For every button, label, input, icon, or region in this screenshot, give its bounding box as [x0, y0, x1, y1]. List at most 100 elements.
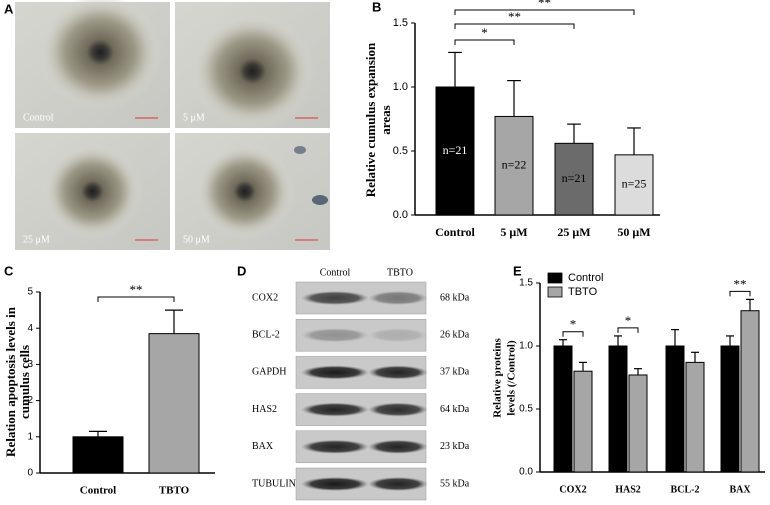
x-tick-label: COX2: [559, 484, 586, 495]
significance-label: **: [508, 9, 521, 24]
y-axis-label: Relation apoptosis levels in: [3, 306, 18, 457]
y-tick-label: 0.5: [519, 404, 533, 415]
significance-label: *: [481, 25, 488, 40]
significance-bracket: [97, 296, 175, 302]
blot-protein: TUBULIN: [252, 478, 296, 489]
bar: [494, 115, 534, 216]
y-axis-label: Relative cumulus expansion: [363, 42, 378, 197]
significance-label: **: [538, 0, 551, 10]
bar: [720, 345, 740, 473]
cumulus-complex: [38, 0, 163, 111]
panel-label: C: [4, 263, 14, 278]
y-axis-label: areas: [378, 105, 393, 134]
x-tick-label: 50 μM: [617, 225, 650, 239]
blot-size: 64 kDa: [440, 404, 470, 415]
blot-size: 37 kDa: [440, 367, 470, 378]
significance-label: **: [130, 282, 143, 297]
y-tick-label: 0.0: [393, 209, 408, 221]
cumulus-complex: [194, 143, 295, 240]
blot-band: [301, 291, 369, 305]
cumulus-complex: [190, 13, 315, 130]
y-tick-label: 1.0: [393, 81, 408, 93]
image-label: 25 μM: [23, 234, 50, 245]
blot-protein: GAPDH: [252, 367, 286, 378]
y-tick-label: 1: [27, 431, 33, 442]
panel-label: A: [4, 1, 14, 16]
cumulus-complex: [42, 143, 143, 240]
blot-protein: BAX: [252, 441, 274, 452]
x-tick-label: HAS2: [615, 484, 641, 495]
blot-band: [368, 365, 428, 380]
blot-size: 55 kDa: [440, 478, 470, 489]
image-label: 5 μM: [183, 112, 205, 123]
y-axis-label: cumulus cells: [17, 345, 32, 419]
legend-label: Control: [568, 272, 603, 284]
significance-bracket: [454, 9, 635, 15]
blot-band: [301, 439, 369, 454]
image-label: Control: [23, 112, 54, 123]
bar-label: n=21: [562, 171, 587, 185]
bar: [608, 345, 628, 473]
significance-label: *: [625, 313, 632, 328]
y-tick-label: 3: [27, 359, 33, 370]
y-axis-label: levels (/Control): [506, 340, 518, 416]
bar-label: n=25: [622, 177, 647, 191]
bar: [435, 86, 475, 216]
blot-protein: BCL-2: [252, 329, 280, 340]
significance-label: *: [570, 317, 577, 332]
significance-label: **: [734, 276, 747, 291]
x-tick-label: 5 μM: [500, 225, 527, 239]
blot-column-label: TBTO: [387, 267, 413, 278]
bar: [554, 142, 594, 216]
y-tick-label: 1.0: [519, 341, 533, 352]
x-tick-label: BCL-2: [671, 484, 700, 495]
image-label: 50 μM: [183, 234, 210, 245]
bar: [148, 333, 200, 474]
blot-size: 26 kDa: [440, 329, 470, 340]
bar: [628, 374, 648, 473]
y-tick-label: 1.5: [393, 17, 408, 29]
panel-label: D: [237, 263, 246, 278]
significance-bracket: [729, 290, 751, 297]
bar-label: n=21: [443, 143, 468, 157]
significance-bracket: [562, 331, 584, 337]
panel-label: B: [372, 0, 381, 14]
blot-band: [368, 402, 428, 417]
bar: [553, 345, 573, 473]
significance-bracket: [617, 327, 639, 333]
legend-swatch: [547, 286, 563, 298]
x-tick-label: Control: [80, 485, 116, 497]
bar: [665, 345, 685, 473]
y-axis-label: Relative proteins: [492, 338, 504, 418]
blot-band: [368, 477, 428, 491]
blot-size: 68 kDa: [440, 292, 470, 303]
blot-band: [368, 291, 428, 305]
legend-label: TBTO: [568, 286, 598, 298]
blot-band: [368, 328, 428, 343]
y-tick-label: 0.0: [519, 467, 533, 478]
panel-label: E: [513, 263, 522, 278]
x-tick-label: TBTO: [159, 485, 190, 497]
debris: [312, 195, 328, 205]
y-tick-label: 0.5: [393, 145, 408, 157]
blot-band: [301, 402, 369, 417]
significance-bracket: [454, 39, 515, 45]
y-tick-label: 2: [27, 395, 33, 406]
x-tick-label: Control: [435, 225, 475, 239]
y-tick-label: 0: [27, 468, 33, 479]
y-tick-label: 5: [27, 287, 33, 298]
blot-band: [368, 439, 428, 454]
blot-protein: COX2: [252, 292, 278, 303]
bar: [685, 361, 705, 473]
x-tick-label: 25 μM: [557, 225, 590, 239]
blot-size: 23 kDa: [440, 441, 470, 452]
blot-band: [301, 477, 369, 491]
debris: [294, 146, 306, 154]
bar: [72, 436, 124, 474]
blot-column-label: Control: [320, 267, 351, 278]
legend-swatch: [547, 272, 563, 284]
y-tick-label: 4: [27, 323, 33, 334]
blot-band: [301, 365, 369, 380]
y-tick-label: 1.5: [519, 278, 533, 289]
bar: [740, 310, 760, 473]
